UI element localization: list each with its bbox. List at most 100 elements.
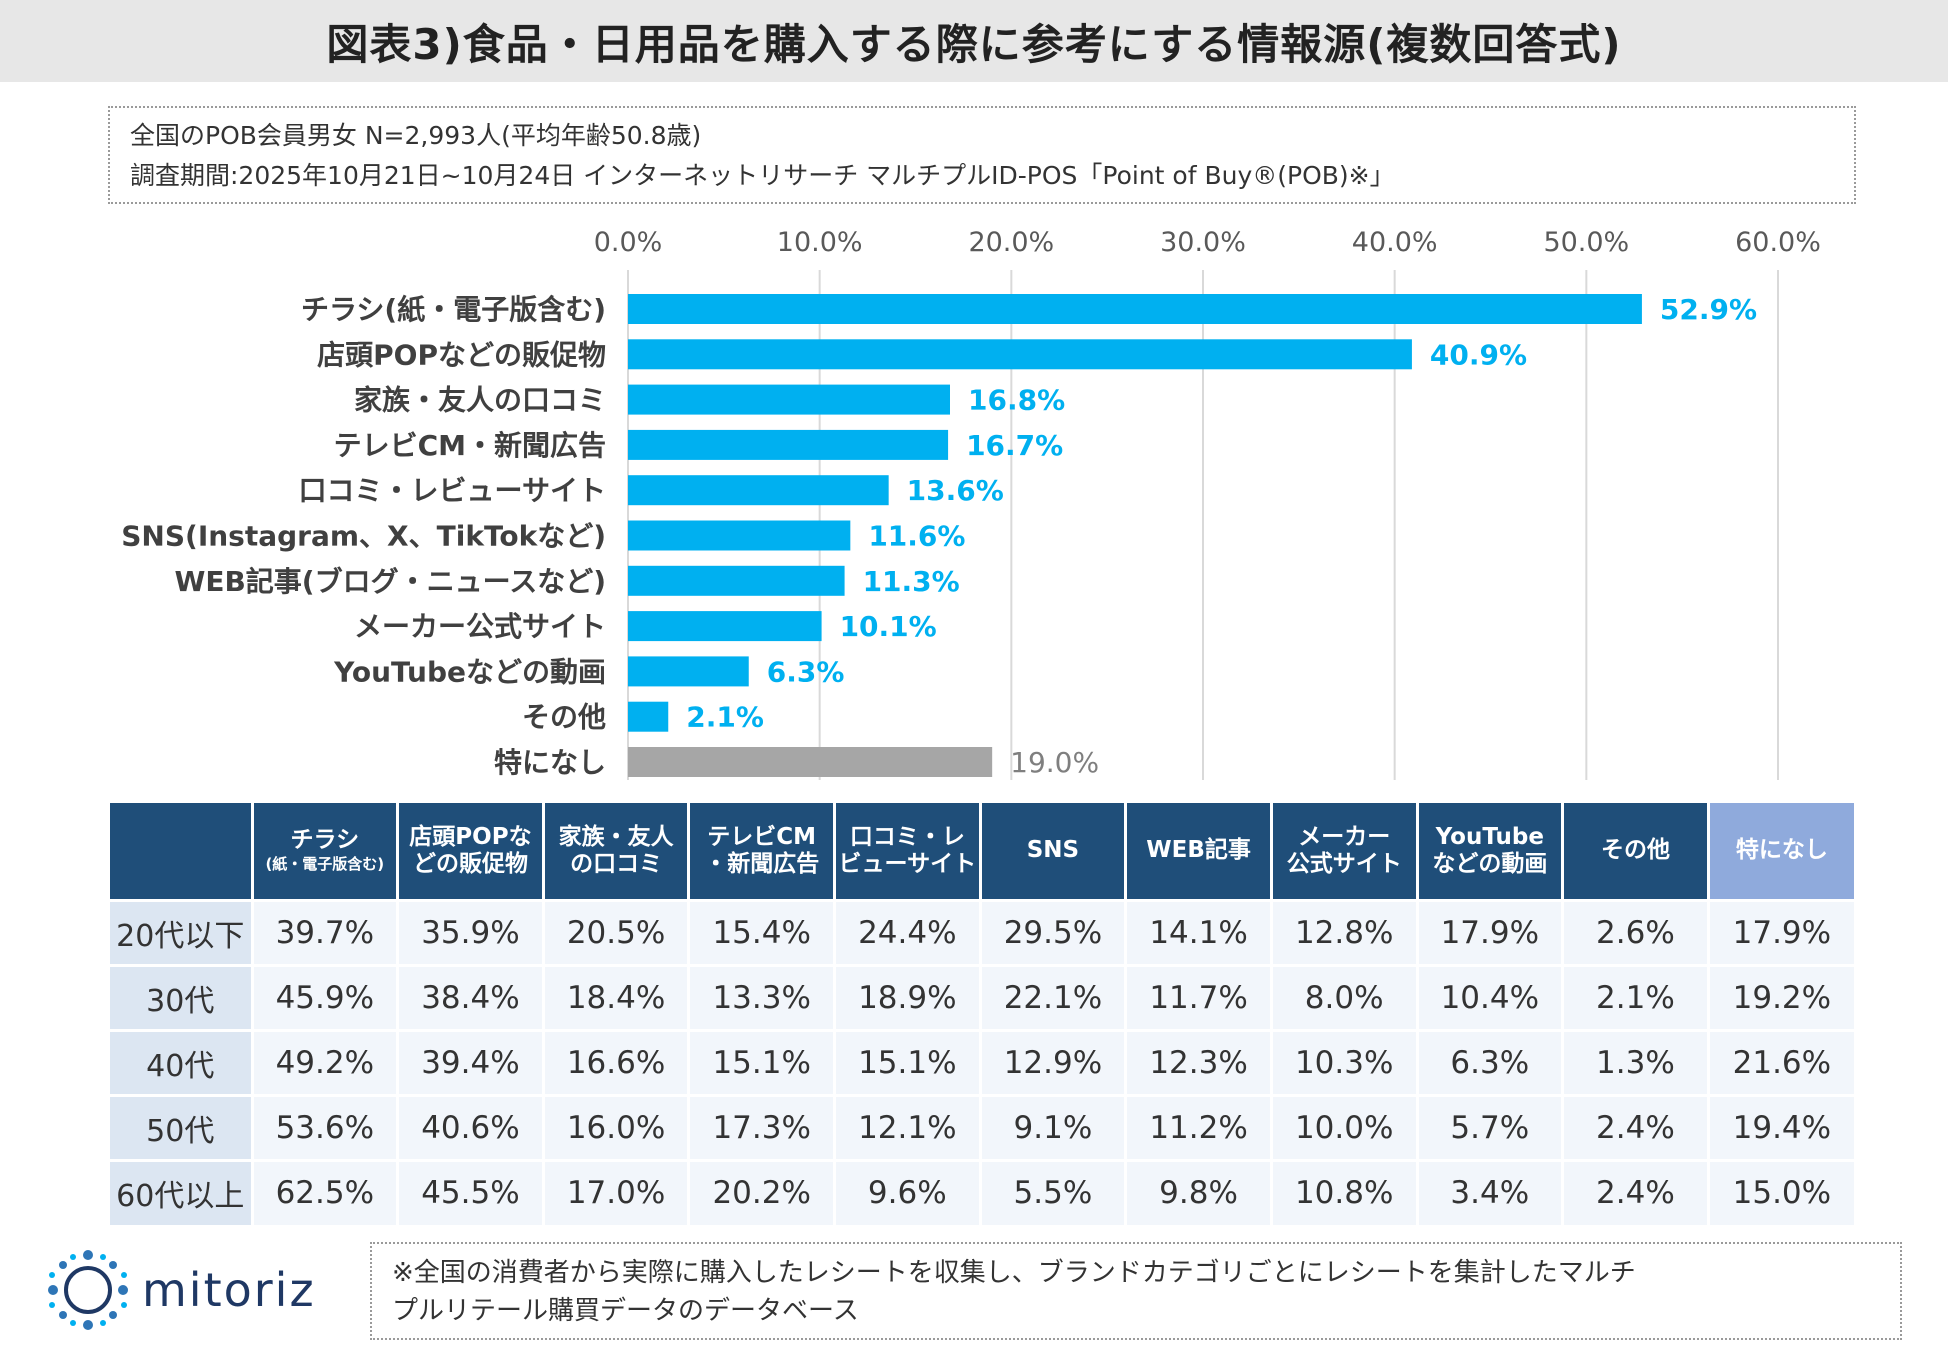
- bar: [628, 701, 669, 732]
- table-cell: 40.6%: [397, 1093, 545, 1160]
- value-label: 52.9%: [1660, 293, 1757, 326]
- header-sub-text: どの販促物: [412, 850, 528, 877]
- table-cell: 39.4%: [397, 1028, 545, 1095]
- chart-title: 図表3)食品・日用品を購入する際に参考にする情報源(複数回答式): [326, 19, 1622, 69]
- value-label: 2.1%: [686, 701, 764, 734]
- bar: [628, 520, 851, 551]
- table-header-cell: 店頭POPな どの販促物: [397, 803, 545, 900]
- table-cell: 12.3%: [1125, 1028, 1273, 1095]
- table-cell: 39.7%: [252, 898, 400, 965]
- category-label: 口コミ・レビューサイト: [299, 474, 606, 507]
- table-cell: 45.5%: [397, 1158, 545, 1225]
- table-cell: 9.8%: [1125, 1158, 1273, 1225]
- table-header-cell: SNS: [980, 803, 1128, 900]
- category-label: メーカー公式サイト: [354, 610, 606, 643]
- table-cell: 10.0%: [1271, 1093, 1419, 1160]
- table-cell: 24.4%: [834, 898, 982, 965]
- table-cell: 11.7%: [1125, 963, 1273, 1030]
- header-main-text: メーカー: [1298, 823, 1391, 850]
- table-cell: 18.9%: [834, 963, 982, 1030]
- table-cell: 10.8%: [1271, 1158, 1419, 1225]
- table-cell: 17.3%: [688, 1093, 836, 1160]
- table-cell: 1.3%: [1562, 1028, 1710, 1095]
- bar: [628, 339, 1412, 370]
- table-cell: 15.1%: [688, 1028, 836, 1095]
- table-cell: 5.7%: [1417, 1093, 1565, 1160]
- mitoriz-logo: mitoriz: [38, 1245, 338, 1335]
- table-cell: 62.5%: [252, 1158, 400, 1225]
- table-row: 50代 53.6% 40.6% 16.0% 17.3% 12.1% 9.1% 11.2% 10.…: [110, 1093, 1854, 1160]
- table-row: 30代 45.9% 38.4% 18.4% 13.3% 18.9% 22.1% 11.7% 8.…: [110, 963, 1854, 1030]
- table-header-cell: メーカー 公式サイト: [1271, 803, 1419, 900]
- table-row: 60代以上 62.5% 45.5% 17.0% 20.2% 9.6% 5.5% 9.8% 10.…: [110, 1158, 1854, 1225]
- header-sub-text: ・新聞広告: [704, 850, 820, 877]
- value-label: 11.3%: [863, 565, 960, 598]
- category-label: その他: [522, 701, 606, 734]
- x-tick-label: 0.0%: [594, 227, 663, 258]
- value-label: 6.3%: [767, 655, 845, 688]
- header-sub-text: ビューサイト: [838, 850, 977, 877]
- bar-chart: 0.0% 10.0% 20.0% 30.0% 40.0% 50.0% 60.0% チラシ(紙・…: [121, 227, 1821, 780]
- value-label: 16.8%: [968, 384, 1065, 417]
- category-label: 特になし: [494, 746, 606, 779]
- table-cell: 2.6%: [1562, 898, 1710, 965]
- header-main-text: 特になし: [1735, 837, 1828, 864]
- x-tick-label: 10.0%: [777, 227, 863, 258]
- table-cell: 18.4%: [543, 963, 691, 1030]
- bar: [628, 294, 1642, 324]
- x-tick-label: 30.0%: [1160, 227, 1246, 258]
- table-cell: 6.3%: [1417, 1028, 1565, 1095]
- table-cell: 12.8%: [1271, 898, 1419, 965]
- row-age-label: 40代: [110, 1028, 254, 1095]
- header-main-text: WEB記事: [1146, 837, 1251, 864]
- category-label: テレビCM・新聞広告: [334, 429, 606, 462]
- category-label: 店頭POPなどの販促物: [317, 338, 606, 371]
- header-sub-text: 公式サイト: [1286, 850, 1402, 877]
- value-label: 40.9%: [1430, 338, 1527, 371]
- category-label: 家族・友人の口コミ: [354, 384, 606, 417]
- table-cell: 17.9%: [1417, 898, 1565, 965]
- bar: [628, 429, 949, 460]
- table-cell: 45.9%: [252, 963, 400, 1030]
- header-main-text: テレビCM: [707, 823, 817, 850]
- table-cell: 19.2%: [1708, 963, 1854, 1030]
- table-cell: 9.1%: [980, 1093, 1128, 1160]
- table-cell: 16.6%: [543, 1028, 691, 1095]
- bar: [628, 611, 822, 642]
- table-cell: 3.4%: [1417, 1158, 1565, 1225]
- survey-period-line: 調査期間:2025年10月21日~10月24日 インターネットリサーチ マルチプ…: [130, 161, 1395, 190]
- table-header-cell: 家族・友人 の口コミ: [543, 803, 691, 900]
- table-cell: 16.0%: [543, 1093, 691, 1160]
- table-cell: 15.0%: [1708, 1158, 1854, 1225]
- header-sub-text: などの動画: [1432, 850, 1548, 877]
- table-cell: 2.4%: [1562, 1093, 1710, 1160]
- value-label: 11.6%: [868, 520, 965, 553]
- value-label: 13.6%: [907, 474, 1004, 507]
- table-header-row: チラシ (紙・電子版含む) 店頭POPな どの販促物 家族・友人 の口コミ テレビCM ・新聞…: [110, 803, 1854, 900]
- bar: [628, 565, 845, 596]
- table-cell: 13.3%: [688, 963, 836, 1030]
- x-tick-label: 40.0%: [1352, 227, 1438, 258]
- title-band: 図表3)食品・日用品を購入する際に参考にする情報源(複数回答式): [0, 0, 1948, 82]
- bar: [628, 384, 950, 415]
- x-tick-label: 60.0%: [1735, 227, 1821, 258]
- header-sub-text: の口コミ: [570, 850, 663, 877]
- table-cell: 29.5%: [980, 898, 1128, 965]
- category-label: WEB記事(ブログ・ニュースなど): [174, 565, 606, 598]
- table-cell: 5.5%: [980, 1158, 1128, 1225]
- table-body: 20代以下 39.7% 35.9% 20.5% 15.4% 24.4% 29.5% 14.1%…: [110, 898, 1854, 1225]
- row-age-label: 20代以下: [110, 898, 254, 965]
- table-cell: 10.4%: [1417, 963, 1565, 1030]
- x-tick-label: 50.0%: [1543, 227, 1629, 258]
- value-label: 10.1%: [840, 610, 937, 643]
- table-cell: 19.4%: [1708, 1093, 1854, 1160]
- header-main-text: YouTube: [1435, 823, 1544, 850]
- table-header-cell: WEB記事: [1125, 803, 1273, 900]
- table-cell: 12.1%: [834, 1093, 982, 1160]
- value-label: 16.7%: [966, 429, 1063, 462]
- survey-info-box: 全国のPOB会員男女 N=2,993人(平均年齢50.8歳) 調査期間:2025…: [108, 106, 1856, 204]
- table-cell: 35.9%: [397, 898, 545, 965]
- table-cell: 12.9%: [980, 1028, 1128, 1095]
- header-main-text: SNS: [1026, 837, 1080, 864]
- table-cell: 10.3%: [1271, 1028, 1419, 1095]
